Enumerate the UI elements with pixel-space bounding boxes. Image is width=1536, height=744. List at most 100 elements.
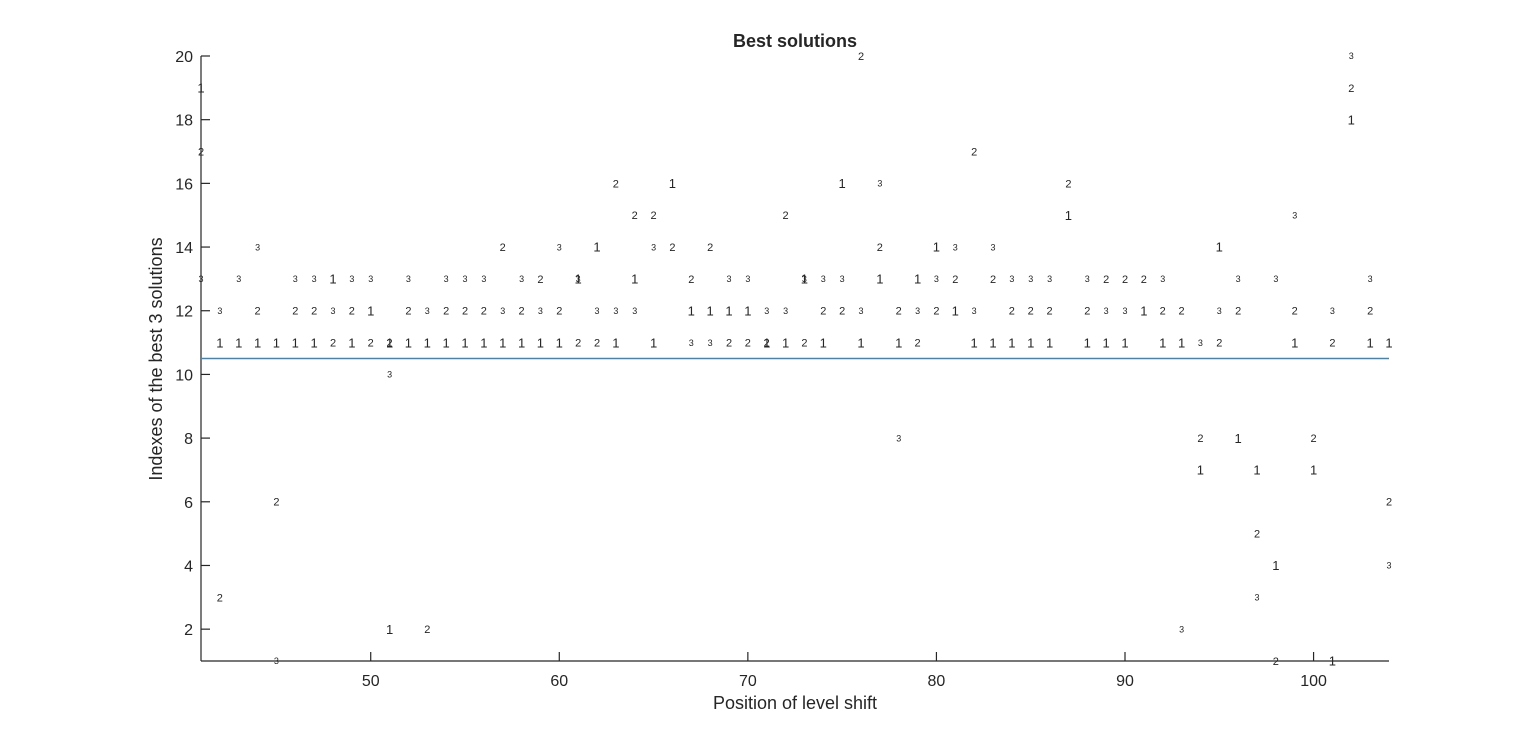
point-marker-1: 1 bbox=[952, 303, 959, 318]
point-marker-2: 2 bbox=[651, 210, 657, 222]
point-marker-3: 3 bbox=[972, 306, 977, 316]
point-marker-2: 2 bbox=[1160, 306, 1166, 318]
point-marker-2: 2 bbox=[273, 497, 279, 509]
point-marker-3: 3 bbox=[500, 306, 505, 316]
point-marker-1: 1 bbox=[1385, 335, 1392, 350]
point-marker-2: 2 bbox=[330, 338, 336, 350]
point-marker-1: 1 bbox=[311, 335, 318, 350]
point-marker-2: 2 bbox=[387, 338, 393, 350]
point-marker-1: 1 bbox=[1235, 431, 1242, 446]
point-marker-1: 1 bbox=[216, 335, 223, 350]
y-tick-label: 4 bbox=[184, 558, 193, 575]
point-marker-2: 2 bbox=[839, 306, 845, 318]
point-marker-1: 1 bbox=[971, 335, 978, 350]
point-marker-3: 3 bbox=[1217, 306, 1222, 316]
point-marker-1: 1 bbox=[292, 335, 299, 350]
point-marker-3: 3 bbox=[764, 306, 769, 316]
point-marker-2: 2 bbox=[1028, 306, 1034, 318]
point-marker-2: 2 bbox=[1235, 306, 1241, 318]
point-marker-1: 1 bbox=[763, 335, 770, 350]
point-marker-3: 3 bbox=[1085, 274, 1090, 284]
point-marker-2: 2 bbox=[764, 338, 770, 350]
point-marker-1: 1 bbox=[1329, 654, 1336, 669]
point-marker-2: 2 bbox=[198, 146, 204, 158]
point-marker-3: 3 bbox=[1386, 561, 1391, 571]
x-tick-label: 60 bbox=[550, 673, 568, 690]
point-marker-2: 2 bbox=[1009, 306, 1015, 318]
point-marker-1: 1 bbox=[688, 303, 695, 318]
point-marker-3: 3 bbox=[651, 242, 656, 252]
point-marker-3: 3 bbox=[934, 274, 939, 284]
point-marker-3: 3 bbox=[632, 306, 637, 316]
point-marker-1: 1 bbox=[556, 335, 563, 350]
point-marker-3: 3 bbox=[255, 242, 260, 252]
point-marker-3: 3 bbox=[538, 306, 543, 316]
point-marker-1: 1 bbox=[1348, 112, 1355, 127]
x-tick-label: 100 bbox=[1300, 673, 1327, 690]
y-tick-label: 18 bbox=[175, 113, 193, 130]
point-marker-2: 2 bbox=[933, 306, 939, 318]
chart-title: Best solutions bbox=[733, 31, 857, 51]
point-marker-1: 1 bbox=[1084, 335, 1091, 350]
y-axis-label: Indexes of the best 3 solutions bbox=[146, 237, 166, 480]
point-marker-2: 2 bbox=[217, 592, 223, 604]
point-marker-3: 3 bbox=[1028, 274, 1033, 284]
point-marker-3: 3 bbox=[1047, 274, 1052, 284]
point-marker-3: 3 bbox=[953, 242, 958, 252]
point-marker-1: 1 bbox=[405, 335, 412, 350]
point-marker-1: 1 bbox=[197, 81, 204, 96]
y-tick-label: 14 bbox=[175, 240, 193, 257]
point-marker-1: 1 bbox=[329, 272, 336, 287]
point-marker-3: 3 bbox=[387, 370, 392, 380]
point-marker-1: 1 bbox=[424, 335, 431, 350]
point-marker-3: 3 bbox=[613, 306, 618, 316]
point-marker-1: 1 bbox=[386, 335, 393, 350]
point-marker-3: 3 bbox=[1254, 593, 1259, 603]
point-marker-1: 1 bbox=[1140, 303, 1147, 318]
point-marker-3: 3 bbox=[1330, 306, 1335, 316]
point-marker-2: 2 bbox=[1348, 83, 1354, 95]
point-marker-3: 3 bbox=[1160, 274, 1165, 284]
point-marker-1: 1 bbox=[1046, 335, 1053, 350]
point-marker-3: 3 bbox=[481, 274, 486, 284]
point-marker-2: 2 bbox=[688, 274, 694, 286]
point-marker-2: 2 bbox=[481, 306, 487, 318]
point-marker-2: 2 bbox=[726, 338, 732, 350]
point-marker-3: 3 bbox=[877, 179, 882, 189]
point-marker-3: 3 bbox=[1273, 274, 1278, 284]
point-marker-1: 1 bbox=[386, 622, 393, 637]
point-marker-2: 2 bbox=[462, 306, 468, 318]
point-marker-3: 3 bbox=[1122, 306, 1127, 316]
point-marker-2: 2 bbox=[632, 210, 638, 222]
point-marker-2: 2 bbox=[915, 338, 921, 350]
point-marker-1: 1 bbox=[1027, 335, 1034, 350]
point-marker-2: 2 bbox=[858, 51, 864, 63]
point-marker-2: 2 bbox=[311, 306, 317, 318]
point-marker-2: 2 bbox=[1216, 338, 1222, 350]
point-marker-3: 3 bbox=[312, 274, 317, 284]
point-marker-2: 2 bbox=[1311, 433, 1317, 445]
point-marker-1: 1 bbox=[348, 335, 355, 350]
x-tick-label: 90 bbox=[1116, 673, 1134, 690]
point-marker-3: 3 bbox=[726, 274, 731, 284]
point-marker-3: 3 bbox=[236, 274, 241, 284]
point-marker-2: 2 bbox=[255, 306, 261, 318]
point-marker-2: 2 bbox=[1292, 306, 1298, 318]
point-marker-3: 3 bbox=[1009, 274, 1014, 284]
point-marker-2: 2 bbox=[575, 338, 581, 350]
y-tick-label: 16 bbox=[175, 176, 193, 193]
point-marker-1: 1 bbox=[518, 335, 525, 350]
point-marker-1: 1 bbox=[273, 335, 280, 350]
x-tick-label: 50 bbox=[362, 673, 380, 690]
point-marker-2: 2 bbox=[405, 306, 411, 318]
point-marker-3: 3 bbox=[821, 274, 826, 284]
point-marker-1: 1 bbox=[782, 335, 789, 350]
point-marker-2: 2 bbox=[1122, 274, 1128, 286]
point-marker-1: 1 bbox=[744, 303, 751, 318]
point-marker-1: 1 bbox=[593, 240, 600, 255]
point-marker-3: 3 bbox=[1236, 274, 1241, 284]
point-marker-1: 1 bbox=[1216, 240, 1223, 255]
point-marker-2: 2 bbox=[349, 306, 355, 318]
point-marker-3: 3 bbox=[368, 274, 373, 284]
